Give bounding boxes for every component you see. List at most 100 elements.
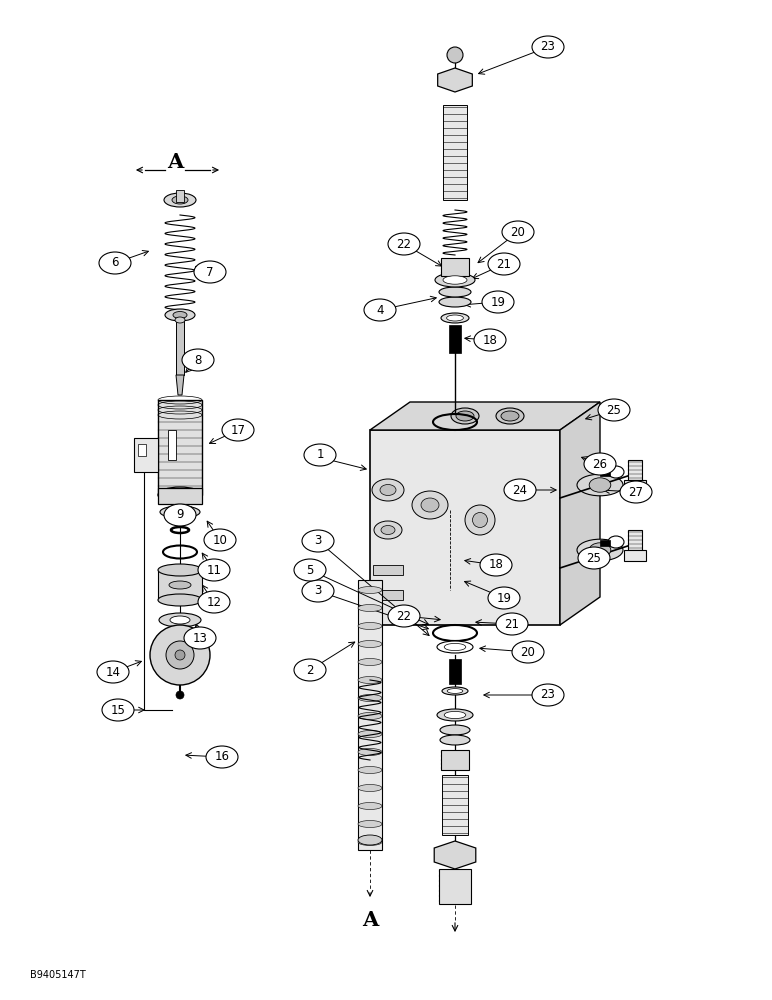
Text: 23: 23 [540, 40, 555, 53]
Ellipse shape [443, 276, 467, 284]
Bar [134, 438, 158, 472]
Ellipse shape [302, 580, 334, 602]
Polygon shape [176, 375, 184, 395]
Ellipse shape [380, 485, 396, 495]
Ellipse shape [358, 784, 382, 792]
Ellipse shape [173, 312, 187, 318]
Polygon shape [438, 68, 472, 92]
Bar [442, 775, 468, 835]
Ellipse shape [302, 530, 334, 552]
Text: 21: 21 [496, 257, 512, 270]
Ellipse shape [168, 508, 192, 516]
Ellipse shape [620, 481, 652, 503]
Text: 19: 19 [496, 591, 512, 604]
Ellipse shape [465, 505, 495, 535]
Text: 25: 25 [607, 403, 621, 416]
Polygon shape [370, 402, 600, 430]
Ellipse shape [440, 735, 470, 745]
Ellipse shape [584, 453, 616, 475]
Bar [138, 444, 146, 456]
Ellipse shape [447, 689, 462, 693]
Circle shape [447, 47, 463, 63]
Bar [176, 190, 184, 202]
Ellipse shape [444, 711, 466, 719]
Bar [628, 530, 642, 550]
Ellipse shape [172, 196, 188, 204]
Bar [439, 869, 471, 904]
Ellipse shape [358, 766, 382, 774]
Ellipse shape [421, 498, 439, 512]
Ellipse shape [577, 474, 623, 496]
Ellipse shape [184, 627, 216, 649]
Ellipse shape [198, 559, 230, 581]
Ellipse shape [358, 658, 382, 666]
Ellipse shape [159, 613, 201, 627]
Text: 4: 4 [376, 304, 384, 316]
Ellipse shape [444, 643, 466, 651]
Text: 9: 9 [176, 508, 184, 522]
Text: 8: 8 [195, 354, 201, 366]
Text: 25: 25 [587, 552, 601, 564]
Ellipse shape [358, 748, 382, 756]
Ellipse shape [364, 299, 396, 321]
Ellipse shape [102, 699, 134, 721]
Text: 22: 22 [397, 609, 411, 622]
Ellipse shape [442, 687, 468, 695]
Bar [600, 470, 610, 476]
Text: 7: 7 [206, 265, 214, 278]
Text: A: A [362, 910, 378, 930]
Ellipse shape [501, 411, 519, 421]
Ellipse shape [372, 479, 404, 501]
Ellipse shape [158, 564, 202, 576]
Text: 3: 3 [314, 584, 322, 597]
Ellipse shape [482, 291, 514, 313]
Text: B9405147T: B9405147T [30, 970, 86, 980]
Circle shape [150, 625, 210, 685]
Ellipse shape [358, 586, 382, 593]
Ellipse shape [164, 193, 196, 207]
Ellipse shape [456, 411, 474, 421]
Ellipse shape [437, 709, 473, 721]
Text: 18: 18 [482, 334, 497, 347]
Text: 27: 27 [628, 486, 644, 498]
Text: 21: 21 [504, 617, 520, 631]
Ellipse shape [165, 309, 195, 321]
Ellipse shape [504, 479, 536, 501]
Ellipse shape [158, 487, 202, 503]
Bar [373, 565, 403, 575]
Ellipse shape [304, 444, 336, 466]
Text: 5: 5 [306, 564, 313, 576]
Bar [600, 540, 610, 546]
Ellipse shape [182, 349, 214, 371]
Ellipse shape [502, 221, 534, 243]
Text: 1: 1 [317, 448, 323, 462]
Bar [449, 325, 461, 353]
Ellipse shape [441, 313, 469, 323]
Text: 2: 2 [306, 664, 313, 676]
Bar [624, 550, 646, 561]
Ellipse shape [358, 676, 382, 684]
Ellipse shape [577, 539, 623, 561]
Ellipse shape [160, 506, 200, 518]
Bar [158, 488, 202, 504]
Text: 26: 26 [592, 458, 608, 471]
Polygon shape [560, 402, 600, 625]
Bar [441, 258, 469, 276]
Circle shape [176, 691, 184, 699]
Ellipse shape [578, 547, 610, 569]
Ellipse shape [206, 746, 238, 768]
Ellipse shape [512, 641, 544, 663]
Ellipse shape [97, 661, 129, 683]
Text: 15: 15 [110, 704, 125, 716]
Ellipse shape [158, 594, 202, 606]
Ellipse shape [358, 838, 382, 846]
Ellipse shape [589, 543, 611, 557]
Ellipse shape [99, 252, 131, 274]
Ellipse shape [222, 419, 254, 441]
Ellipse shape [194, 261, 226, 283]
Text: 24: 24 [513, 484, 527, 496]
Ellipse shape [532, 684, 564, 706]
Ellipse shape [170, 616, 190, 624]
Polygon shape [434, 841, 476, 869]
Ellipse shape [358, 730, 382, 738]
